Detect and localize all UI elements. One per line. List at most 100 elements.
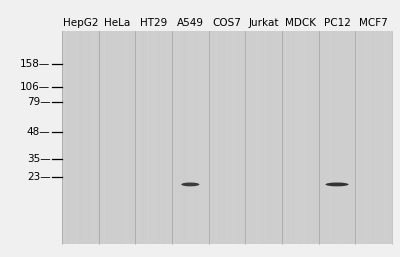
Bar [358, 31, 359, 244]
Bar [388, 31, 390, 244]
Bar [210, 31, 211, 244]
Bar [222, 31, 223, 244]
Bar [290, 31, 292, 244]
Text: HepG2: HepG2 [62, 18, 98, 28]
Bar [85, 31, 86, 244]
Bar [294, 31, 296, 244]
Bar [347, 31, 348, 244]
Bar [298, 31, 299, 244]
Bar [144, 31, 145, 244]
Text: 79—: 79— [27, 97, 50, 107]
Bar [188, 31, 189, 244]
Bar [254, 31, 255, 244]
Bar [113, 31, 114, 244]
Bar [62, 31, 99, 244]
Bar [259, 31, 260, 244]
Bar [121, 31, 122, 244]
Bar [356, 31, 358, 244]
Bar [296, 31, 297, 244]
Bar [126, 31, 127, 244]
Bar [382, 31, 384, 244]
Bar [172, 31, 173, 244]
Bar [266, 31, 267, 244]
Bar [334, 31, 336, 244]
Bar [73, 31, 74, 244]
Bar [166, 31, 167, 244]
Bar [315, 31, 316, 244]
Bar [324, 31, 325, 244]
Bar [287, 31, 288, 244]
Bar [330, 31, 331, 244]
Bar [161, 31, 162, 244]
Bar [271, 31, 272, 244]
Bar [74, 31, 76, 244]
Bar [253, 31, 254, 244]
Bar [62, 31, 63, 244]
Bar [194, 31, 195, 244]
Bar [220, 31, 221, 244]
Bar [270, 31, 271, 244]
Ellipse shape [326, 182, 348, 186]
Bar [297, 31, 298, 244]
Bar [189, 31, 190, 244]
Bar [226, 31, 227, 244]
Bar [192, 31, 193, 244]
Bar [82, 31, 83, 244]
Bar [172, 31, 209, 244]
Bar [156, 31, 157, 244]
Bar [372, 31, 374, 244]
Bar [72, 31, 73, 244]
Bar [101, 31, 102, 244]
Bar [340, 31, 341, 244]
Bar [204, 31, 205, 244]
Bar [232, 31, 233, 244]
Bar [223, 31, 224, 244]
Bar [108, 31, 110, 244]
Bar [328, 31, 330, 244]
Bar [288, 31, 289, 244]
Bar [142, 31, 143, 244]
Bar [212, 31, 214, 244]
Bar [353, 31, 354, 244]
Bar [227, 31, 228, 244]
Bar [236, 31, 237, 244]
Bar [299, 31, 300, 244]
Text: PC12: PC12 [324, 18, 350, 28]
Bar [281, 31, 282, 244]
Bar [140, 31, 142, 244]
Bar [264, 31, 265, 244]
Bar [267, 31, 268, 244]
Bar [250, 31, 252, 244]
Bar [284, 31, 286, 244]
Bar [272, 31, 274, 244]
Bar [116, 31, 117, 244]
Bar [150, 31, 151, 244]
Bar [245, 31, 246, 244]
Bar [145, 31, 146, 244]
Bar [180, 31, 182, 244]
Bar [387, 31, 388, 244]
Bar [182, 31, 183, 244]
Bar [96, 31, 98, 244]
Bar [292, 31, 293, 244]
Bar [215, 31, 216, 244]
Bar [206, 31, 208, 244]
Bar [183, 31, 184, 244]
Bar [359, 31, 360, 244]
Bar [248, 31, 249, 244]
Bar [164, 31, 165, 244]
Bar [209, 31, 245, 244]
Bar [190, 31, 192, 244]
Bar [252, 31, 253, 244]
Bar [221, 31, 222, 244]
Bar [274, 31, 275, 244]
Bar [151, 31, 152, 244]
Bar [89, 31, 90, 244]
Bar [370, 31, 371, 244]
Bar [355, 31, 356, 244]
Bar [325, 31, 326, 244]
Bar [320, 31, 321, 244]
Bar [237, 31, 238, 244]
Bar [79, 31, 80, 244]
Bar [118, 31, 120, 244]
